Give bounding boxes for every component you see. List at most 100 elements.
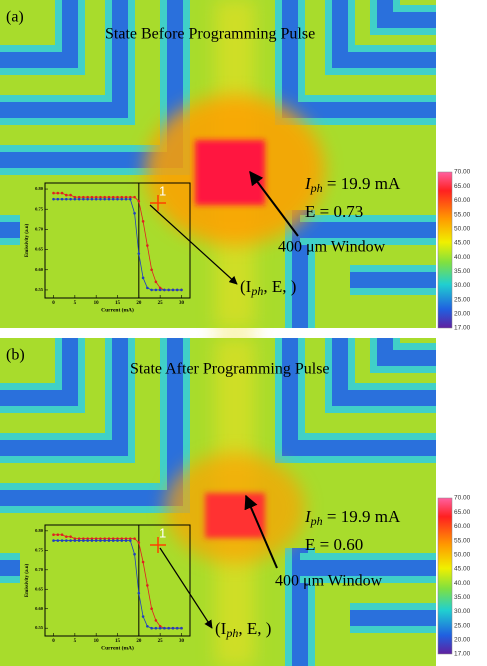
- colorbar-label: 60.00: [454, 523, 471, 530]
- data-point: [95, 539, 98, 542]
- x-tick-label: 25: [158, 301, 164, 306]
- data-point: [65, 198, 68, 201]
- y-tick-label: 0.55: [35, 287, 44, 292]
- y-tick-label: 0.65: [35, 247, 44, 252]
- data-point: [61, 539, 64, 542]
- data-point: [116, 198, 119, 201]
- data-point: [163, 289, 166, 292]
- colorbar-label: 30.00: [454, 282, 471, 289]
- point-open: (I: [215, 619, 227, 638]
- window-label: 400 μm Window: [275, 573, 383, 590]
- data-point: [103, 539, 106, 542]
- colorbar-label: 30.00: [454, 608, 471, 615]
- data-point: [52, 539, 55, 542]
- hot-spot: [205, 493, 265, 538]
- data-point: [69, 198, 72, 201]
- data-point: [108, 539, 111, 542]
- colorbar-label: 25.00: [454, 622, 471, 629]
- colorbar-label: 70.00: [454, 495, 471, 502]
- current-subscript: ph: [310, 181, 323, 195]
- current-value: = 19.9 mA: [323, 507, 401, 526]
- colorbar-label: 35.00: [454, 268, 471, 275]
- emissivity-label: E = 0.60: [305, 535, 363, 554]
- x-tick-label: 30: [179, 639, 185, 644]
- data-point: [78, 539, 81, 542]
- colorbar-label: 55.00: [454, 211, 471, 218]
- data-point: [82, 198, 85, 201]
- colorbar-label: 70.00: [454, 169, 471, 176]
- data-point: [56, 533, 59, 536]
- data-point: [91, 539, 94, 542]
- data-point: [52, 192, 55, 195]
- panel-title: State After Programming Pulse: [130, 361, 330, 378]
- y-tick-label: 0.75: [35, 547, 44, 552]
- data-point: [78, 198, 81, 201]
- data-point: [99, 198, 102, 201]
- data-point: [112, 539, 115, 542]
- y-tick-label: 0.60: [35, 267, 44, 272]
- data-point: [56, 192, 59, 195]
- colorbar-label: 20.00: [454, 311, 471, 318]
- data-point: [142, 277, 145, 280]
- point-label: (Iph, E, ): [240, 277, 296, 298]
- data-point: [74, 539, 77, 542]
- data-point: [65, 539, 68, 542]
- x-tick-label: 10: [94, 639, 100, 644]
- panel: 70.0065.0060.0055.0050.0045.0040.0035.00…: [0, 0, 471, 332]
- y-tick-label: 0.70: [35, 226, 44, 231]
- data-point: [133, 553, 136, 556]
- y-axis-label: Emissivity (a.u): [25, 564, 30, 598]
- data-point: [138, 592, 141, 595]
- data-point: [167, 627, 170, 630]
- data-point: [95, 198, 98, 201]
- data-point: [116, 539, 119, 542]
- current-subscript: ph: [310, 514, 323, 528]
- colorbar-label: 20.00: [454, 637, 471, 644]
- panel-title: State Before Programming Pulse: [105, 26, 315, 43]
- data-point: [133, 212, 136, 215]
- data-point: [56, 539, 59, 542]
- colorbar-label: 25.00: [454, 296, 471, 303]
- data-point: [133, 537, 136, 540]
- data-point: [159, 289, 162, 292]
- x-tick-label: 10: [94, 301, 100, 306]
- colorbar-label: 17.00: [454, 651, 471, 658]
- data-point: [129, 198, 132, 201]
- colorbar-label: 17.00: [454, 325, 471, 332]
- data-point: [65, 194, 68, 197]
- y-tick-label: 0.75: [35, 206, 44, 211]
- data-point: [142, 220, 145, 223]
- data-point: [69, 535, 72, 538]
- data-point: [120, 198, 123, 201]
- emissivity-label: E = 0.73: [305, 202, 363, 221]
- data-point: [150, 607, 153, 610]
- colorbar-label: 35.00: [454, 594, 471, 601]
- data-point: [125, 539, 128, 542]
- marker-label: 1: [159, 525, 166, 540]
- colorbar-label: 40.00: [454, 580, 471, 587]
- data-point: [172, 289, 175, 292]
- data-point: [138, 252, 141, 255]
- data-point: [142, 561, 145, 564]
- data-point: [167, 289, 170, 292]
- data-point: [108, 198, 111, 201]
- data-point: [74, 198, 77, 201]
- data-point: [65, 535, 68, 538]
- colorbar-label: 40.00: [454, 254, 471, 261]
- y-tick-label: 0.65: [35, 586, 44, 591]
- point-subscript: ph: [225, 626, 238, 640]
- panel: 70.0065.0060.0055.0050.0045.0040.0035.00…: [0, 338, 471, 666]
- colorbar-label: 45.00: [454, 240, 471, 247]
- data-point: [172, 627, 175, 630]
- point-open: (I: [240, 277, 252, 296]
- data-point: [99, 539, 102, 542]
- data-point: [69, 194, 72, 197]
- point-close: , E, ): [263, 277, 296, 296]
- data-point: [138, 541, 141, 544]
- data-point: [52, 533, 55, 536]
- data-point: [91, 198, 94, 201]
- y-tick-label: 0.80: [35, 186, 44, 191]
- thermal-image: [0, 0, 436, 328]
- data-point: [138, 200, 141, 203]
- data-point: [146, 244, 149, 247]
